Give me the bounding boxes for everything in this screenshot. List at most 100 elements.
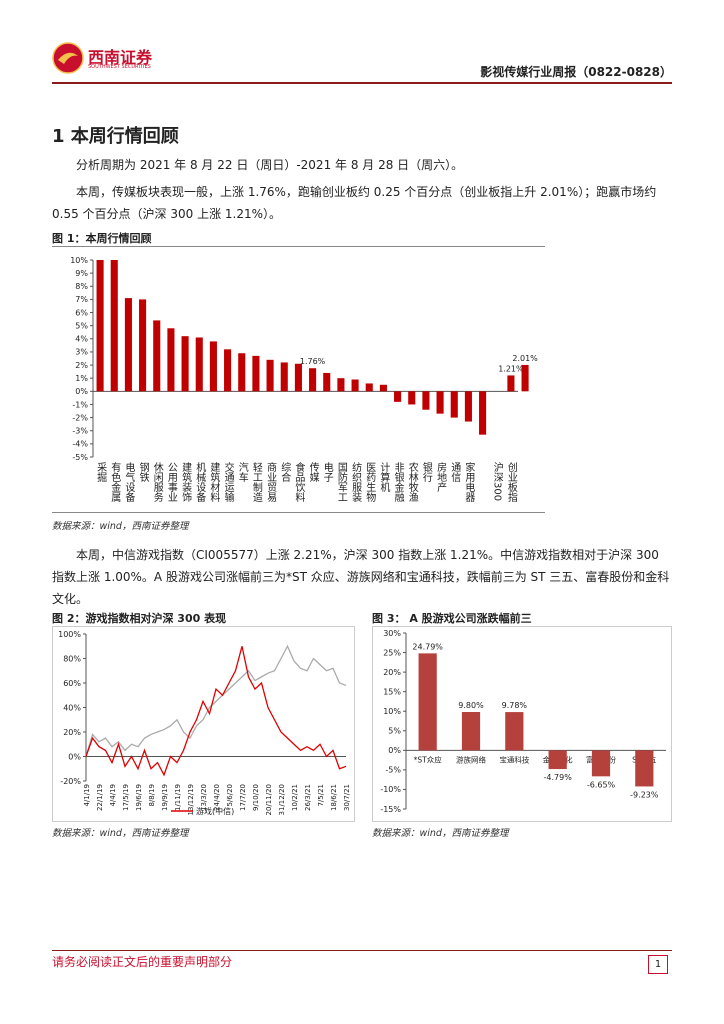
y-tick-label: -10% — [380, 785, 401, 794]
x-tick-label: 30/7/21 — [343, 784, 351, 811]
x-tick-label: 7/5/21 — [317, 784, 325, 807]
paragraph: 分析周期为 2021 年 8 月 22 日（周日）-2021 年 8 月 28 … — [76, 158, 464, 172]
figure-source: 数据来源：wind，西南证券整理 — [52, 521, 189, 532]
y-tick-label: 15% — [383, 687, 401, 696]
x-tick-label: 计算机 — [378, 461, 390, 493]
y-tick-label: 5% — [75, 321, 88, 330]
x-tick-label: 13/3/20 — [200, 784, 208, 811]
bar — [479, 391, 487, 435]
x-tick-label: 建筑装饰 — [180, 461, 192, 503]
y-tick-label: 0% — [388, 746, 401, 755]
value-label: 1.21% — [498, 364, 524, 373]
y-tick-label: 8% — [75, 282, 88, 291]
y-tick-label: 20% — [63, 728, 81, 737]
figure-caption: 图 2：游戏指数相对沪深 300 表现 — [52, 612, 227, 625]
x-tick-label: 国防军工 — [335, 462, 347, 502]
x-tick-label: 10/2/21 — [291, 784, 299, 811]
line-series — [85, 646, 347, 777]
x-tick-label: 有色金属 — [109, 461, 121, 503]
y-tick-label: 10% — [70, 256, 88, 265]
paragraph: 本周，传媒板块表现一般，上涨 1.76%，跑输创业板约 0.25 个百分点（创业… — [52, 185, 657, 221]
bar — [450, 391, 458, 418]
value-label: -9.23% — [630, 790, 659, 799]
x-tick-label: 医药生物 — [364, 462, 376, 503]
y-tick-label: 0% — [68, 752, 81, 761]
x-tick-label: 22/1/19 — [96, 784, 104, 811]
logo-text: 西南证券 — [88, 48, 153, 67]
bar — [418, 653, 437, 751]
y-tick-label: 7% — [75, 295, 88, 304]
bar — [591, 750, 611, 777]
figure-caption: 图 3： A 股游戏公司涨跌幅前三 — [372, 612, 532, 625]
line-series — [85, 644, 347, 757]
x-tick-label: 电子 — [321, 461, 333, 482]
x-tick-label: 通信 — [449, 462, 461, 483]
y-tick-label: -15% — [380, 805, 401, 814]
x-tick-label: 17/5/19 — [122, 784, 130, 811]
footer-note: 请务必阅读正文后的重要声明部分 — [52, 955, 233, 969]
bar — [521, 364, 529, 392]
bar — [323, 372, 331, 392]
value-label: 2.01% — [512, 354, 538, 363]
x-tick-label: 19/9/19 — [161, 784, 169, 811]
x-tick-label: 8/8/19 — [148, 784, 156, 807]
bar — [422, 391, 430, 410]
bar — [408, 391, 416, 405]
bar — [294, 363, 302, 392]
bar — [505, 712, 524, 751]
bar — [351, 379, 359, 392]
logo-icon — [52, 42, 84, 74]
x-tick-label: 17/7/20 — [239, 784, 247, 811]
bar — [195, 337, 203, 392]
value-label: -6.65% — [587, 780, 616, 789]
bar — [548, 750, 567, 770]
y-tick-label: 25% — [383, 648, 401, 657]
logo-subtext: SOUTHWEST SECURITIES — [88, 64, 151, 70]
y-tick-label: -1% — [72, 400, 88, 409]
bar — [181, 336, 189, 392]
y-tick-label: -4% — [72, 440, 88, 449]
chart: -15% -10% -5% 0% 5% 10% 15% 20% 25% 30% *ST众应 24.79… — [372, 626, 672, 822]
x-tick-label: 20/11/20 — [265, 784, 273, 815]
x-tick-label: 1/11/19 — [174, 784, 182, 811]
x-tick-label: 银行 — [420, 461, 432, 483]
bar — [394, 391, 402, 402]
bar — [252, 355, 260, 392]
bar — [337, 378, 345, 392]
x-tick-label: 9/10/20 — [252, 784, 260, 811]
y-tick-label: 3% — [75, 348, 88, 357]
x-tick-label: 19/6/19 — [135, 784, 143, 811]
x-tick-label: 机械设备 — [194, 461, 206, 503]
y-tick-label: 9% — [75, 269, 88, 278]
y-tick-label: 40% — [63, 703, 81, 712]
x-tick-label: 钢铁 — [137, 461, 149, 483]
header-title: 影视传媒行业周报（0822-0828） — [480, 65, 672, 79]
x-tick-label: 交通运输 — [222, 461, 234, 503]
x-tick-label: 13/12/19 — [187, 784, 195, 815]
y-tick-label: 80% — [63, 654, 81, 663]
value-label: 9.80% — [458, 701, 484, 710]
x-tick-label: 农林牧渔 — [406, 461, 418, 503]
x-tick-label: 综合 — [279, 461, 291, 483]
x-tick-label: 采掘 — [95, 462, 107, 483]
x-tick-label: 汽车 — [236, 461, 248, 483]
figure-source: 数据来源：wind，西南证券整理 — [372, 828, 509, 839]
y-tick-label: -2% — [72, 413, 88, 422]
bar — [167, 328, 175, 392]
figure-source: 数据来源：wind，西南证券整理 — [52, 828, 189, 839]
y-tick-label: -3% — [72, 427, 88, 436]
x-tick-label: 24/4/20 — [213, 784, 221, 811]
y-tick-label: 30% — [383, 629, 401, 638]
x-tick-label: 公用事业 — [165, 462, 177, 502]
bar — [238, 353, 246, 392]
x-tick-label: 宝通科技 — [499, 754, 529, 764]
x-tick-label: 休闲服务 — [151, 462, 163, 503]
bar — [464, 391, 472, 422]
bar — [436, 391, 444, 414]
x-tick-label: 传媒 — [307, 462, 319, 483]
bar — [507, 375, 515, 392]
x-tick-label: 轻工制造 — [250, 461, 262, 502]
bar — [224, 349, 232, 392]
bar — [379, 384, 387, 392]
